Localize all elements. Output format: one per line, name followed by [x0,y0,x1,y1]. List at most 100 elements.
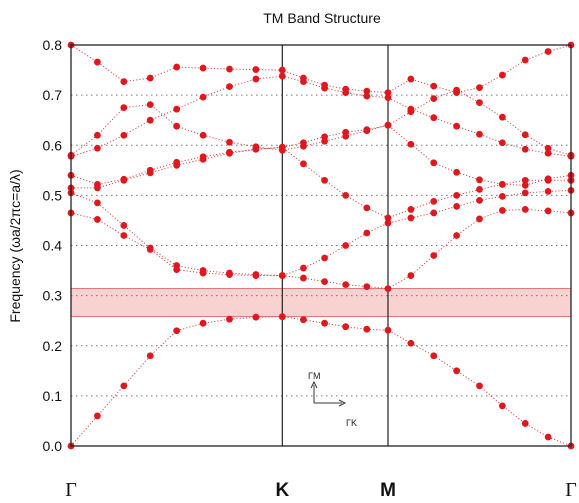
band-point [146,352,154,360]
band-point [252,313,260,321]
band-point [226,83,233,91]
band-point [120,232,128,239]
band-point [94,199,101,207]
band-point [384,326,392,334]
band-line [70,75,572,157]
band-point [453,367,461,375]
band-point [453,191,461,199]
band-point [300,264,307,272]
band-point [363,127,371,135]
band-point [173,262,181,269]
band-point [476,215,483,223]
band-point [173,105,181,113]
y-tick-label: 0.2 [43,338,63,354]
band-point [430,352,438,360]
y-axis-label: Frequency (ωa/2πc=a/λ) [7,169,23,322]
band-point [226,65,233,73]
band-point [521,145,529,153]
band-point [94,131,101,139]
band-point [94,58,101,66]
band-point [199,267,207,274]
band-point [300,74,307,82]
band-point [94,412,101,420]
band-point [498,402,506,410]
band-line [70,208,572,290]
band-point [363,92,371,100]
band-point [430,114,438,122]
band-point [521,189,529,197]
band-point [94,144,101,152]
band-point [146,116,154,124]
band-point [453,203,461,210]
inset-label-gamma-m: ΓM [308,371,320,381]
band-point [226,148,233,156]
inset-label-gamma-k: ΓK [346,418,357,428]
x-tick-label: Γ [65,479,77,501]
band-point [430,82,438,90]
band-line [71,146,571,219]
band-point [430,197,438,205]
band-point [407,272,415,279]
band-point [521,420,529,427]
band-point [226,138,233,146]
band-point [226,269,233,277]
band-point [407,339,415,347]
band-point [521,176,529,184]
band-point [278,146,286,154]
band-point [544,149,552,157]
band-point [321,81,328,89]
band-point [407,214,415,222]
band-point [498,71,506,79]
band-point [94,216,101,223]
band-point [544,433,552,441]
band-point [199,93,207,101]
x-tick-label: Γ [565,479,577,501]
band-point [120,175,128,183]
band-point [173,63,181,71]
band-point [384,121,392,129]
band-point [430,209,438,217]
y-tick-label: 0.3 [43,288,63,304]
band-point [252,66,260,73]
y-tick-label: 0.7 [43,87,63,103]
band-point [384,214,392,222]
band-point [521,131,529,139]
band-point [407,206,415,213]
band-point [521,181,529,189]
y-tick-label: 0.4 [43,238,63,254]
y-tick-label: 0.1 [43,388,63,404]
band-point [342,323,350,331]
band-point [521,56,529,64]
band-point [407,108,415,116]
band-point [453,168,461,176]
band-point [407,75,415,83]
band-point [226,315,233,323]
band-point [120,382,128,390]
band-point [342,132,350,140]
band-point [278,66,286,74]
band-point [384,219,392,227]
y-tick-label: 0.6 [43,137,63,153]
band-point [173,122,181,130]
band-point [453,89,461,97]
band-point [199,64,207,72]
band-point [544,207,552,215]
band-point [430,159,438,167]
band-point [384,89,392,97]
band-point [453,232,461,239]
band-point [476,196,483,204]
band-point [498,113,506,121]
band-point [173,158,181,166]
band-point [407,140,415,148]
band-point [173,327,181,335]
band-point [321,254,328,262]
band-point [146,166,154,174]
band-point [544,144,552,152]
band-point [498,192,506,200]
band-line [70,124,572,186]
band-point [453,122,461,130]
band-point [342,85,350,93]
band-point [363,325,371,333]
